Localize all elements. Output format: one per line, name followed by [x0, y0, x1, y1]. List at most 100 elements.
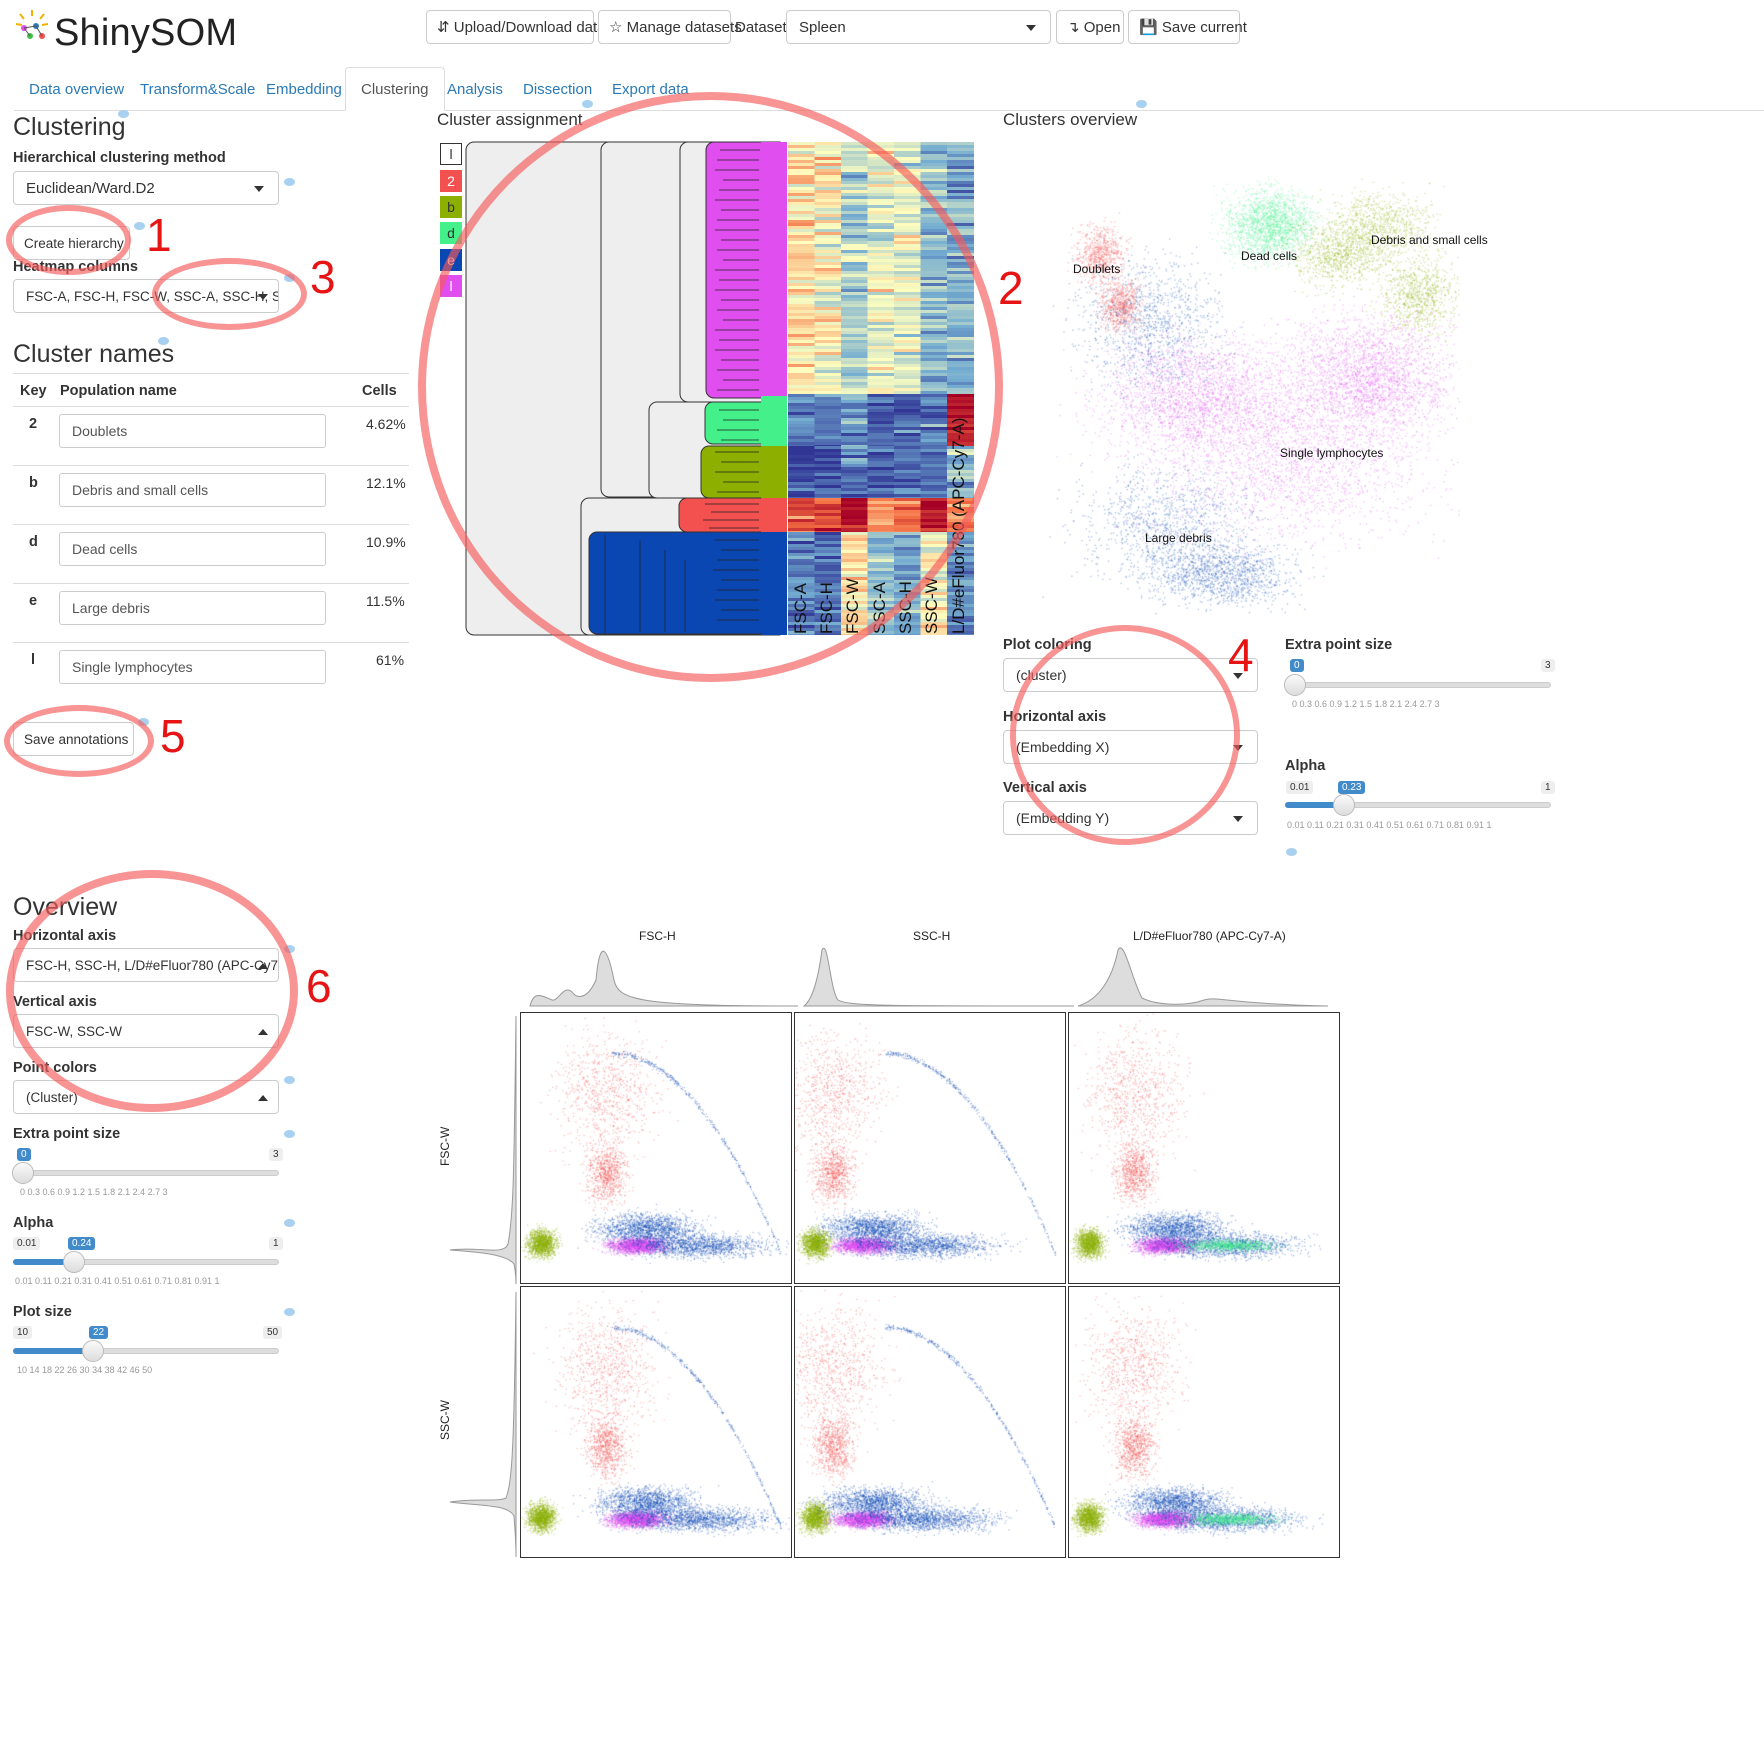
tab-dissection[interactable]: Dissection [523, 80, 593, 98]
tab-analysis[interactable]: Analysis [447, 80, 503, 98]
slider-max: 50 [263, 1326, 283, 1339]
population-name-input[interactable]: Debris and small cells [59, 473, 326, 507]
tab-export-data[interactable]: Export data [612, 80, 689, 98]
heatmap-cell [894, 625, 921, 629]
heatmap-cell [947, 205, 974, 209]
heatmap-cell [947, 154, 974, 158]
help-icon[interactable] [284, 945, 295, 953]
help-icon[interactable] [284, 1219, 295, 1227]
help-icon[interactable] [134, 222, 145, 230]
heatmap-cell [894, 166, 921, 170]
heatmap-cell [947, 175, 974, 179]
slider-ticks: 0 0.3 0.6 0.9 1.2 1.5 1.8 2.1 2.4 2.7 3 [1292, 699, 1440, 709]
heatmap-cell [947, 199, 974, 203]
heatmap-cell [947, 160, 974, 164]
slider-max: 1 [269, 1237, 283, 1250]
heatmap-cell [920, 142, 948, 146]
scatter-panel [1068, 1286, 1340, 1558]
heatmap-cell [920, 175, 948, 179]
ov-alpha-label: Alpha [13, 1215, 54, 1231]
heatmap-cell [920, 628, 948, 632]
help-icon[interactable] [284, 178, 295, 186]
ov-point-size-label: Extra point size [13, 1126, 121, 1142]
slider-handle[interactable] [12, 1162, 34, 1184]
help-icon[interactable] [1286, 848, 1297, 856]
help-icon[interactable] [284, 1076, 295, 1084]
slider-fill [13, 1348, 93, 1354]
population-name-input[interactable]: Dead cells [59, 532, 326, 566]
heatmap-cell [920, 583, 948, 587]
heatmap-cell [947, 616, 974, 620]
heatmap-cell [920, 190, 948, 194]
heatmap-cell [947, 544, 974, 548]
slider-track[interactable] [1285, 682, 1551, 688]
help-icon[interactable] [284, 1130, 295, 1138]
scatter-panel [520, 1012, 792, 1284]
heatmap-cell [894, 157, 921, 161]
heatmap-cell [947, 610, 974, 614]
annotation-circle [152, 258, 307, 330]
help-icon[interactable] [582, 100, 593, 108]
heatmap-cell [947, 217, 974, 221]
open-button[interactable]: ↴ Open [1056, 10, 1124, 44]
heatmap-cell [920, 163, 948, 167]
tab-data-overview[interactable]: Data overview [29, 80, 125, 98]
cluster-assignment-heading: Cluster assignment [437, 110, 583, 129]
heatmap-cell [920, 184, 948, 188]
slider-ticks: 0.01 0.11 0.21 0.31 0.41 0.51 0.61 0.71 … [1287, 820, 1492, 830]
heatmap-cell [947, 226, 974, 230]
heatmap-cell [920, 598, 948, 602]
tab-embedding[interactable]: Embedding [266, 80, 342, 98]
heatmap-cell [947, 541, 974, 545]
alpha-label: Alpha [1285, 758, 1326, 774]
dataset-select[interactable]: Spleen [786, 10, 1051, 44]
slider-ticks: 0.01 0.11 0.21 0.31 0.41 0.51 0.61 0.71 … [15, 1276, 220, 1286]
row-cells: 61% [376, 652, 405, 668]
manage-datasets-button[interactable]: ☆ Manage datasets [598, 10, 742, 44]
tab-clustering[interactable]: Clustering [345, 67, 445, 111]
save-current-button[interactable]: 💾 Save current [1128, 10, 1247, 44]
chevron-down-icon [254, 186, 264, 192]
population-name-input[interactable]: Doublets [59, 414, 326, 448]
heatmap-cell [947, 595, 974, 599]
heatmap-cell [894, 604, 921, 608]
help-icon[interactable] [1136, 100, 1147, 108]
heatmap-cell [894, 142, 921, 146]
method-select[interactable]: Euclidean/Ward.D2 [13, 171, 279, 205]
population-name-input[interactable]: Large debris [59, 591, 326, 625]
tab-transform-scale[interactable]: Transform&Scale [140, 80, 256, 98]
heatmap-cell [920, 151, 948, 155]
heatmap-cell [920, 622, 948, 626]
upload-download-button[interactable]: ⇵ Upload/Download data [426, 10, 606, 44]
annotation-circle [1010, 625, 1240, 845]
chevron-up-icon [258, 1095, 268, 1101]
cluster-label: Debris and small cells [1371, 233, 1488, 247]
annotation-number: 6 [306, 960, 332, 1012]
help-icon[interactable] [284, 1308, 295, 1316]
slider-fill [1285, 802, 1344, 808]
heatmap-cell [947, 553, 974, 557]
population-name-input[interactable]: Single lymphocytes [59, 650, 326, 684]
heatmap-cell [947, 550, 974, 554]
annotation-number: 5 [160, 710, 186, 762]
row-key: 2 [29, 416, 38, 432]
slider-handle[interactable] [81, 1340, 104, 1362]
cluster-label: Large debris [1145, 531, 1212, 545]
heatmap-cell [947, 166, 974, 170]
heatmap-cell [920, 169, 948, 173]
scatter-panel [520, 1286, 792, 1558]
heatmap-cell [894, 616, 921, 620]
plot-size-label: Plot size [13, 1304, 72, 1320]
slider-handle[interactable] [1332, 794, 1355, 816]
help-icon[interactable] [118, 110, 129, 118]
heatmap-cell [947, 145, 974, 149]
heatmap-cell [867, 628, 895, 632]
heatmap-cell [894, 631, 921, 635]
slider-handle[interactable] [63, 1251, 86, 1273]
heatmap-cell [867, 142, 895, 146]
slider-handle[interactable] [1284, 674, 1306, 696]
help-icon[interactable] [158, 337, 169, 345]
heatmap-cell [920, 187, 948, 191]
slider-track[interactable] [13, 1170, 279, 1176]
heatmap-cell [920, 577, 948, 581]
